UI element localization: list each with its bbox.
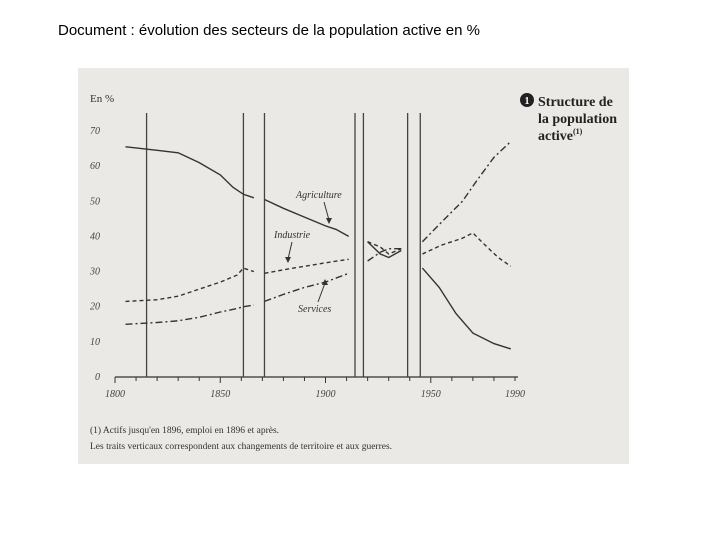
- figure-badge-number: 1: [525, 96, 530, 107]
- heading-line-3-text: active: [538, 129, 573, 144]
- series-line-industrie: [367, 241, 402, 255]
- heading-superscript: (1): [573, 127, 583, 136]
- series-line-agriculture: [125, 146, 255, 199]
- y-ticks: 0 10 20 30 40 50 60 70: [89, 126, 100, 383]
- y-tick-label: 50: [90, 196, 100, 207]
- series-line-services: [264, 272, 349, 303]
- x-tick-label: 1950: [421, 389, 441, 400]
- figure-badge: [520, 93, 534, 107]
- x-tick-label: 1800: [105, 389, 125, 400]
- series-lines: [125, 140, 512, 350]
- arrow-head-services: [322, 279, 328, 285]
- y-tick-label: 20: [90, 302, 100, 313]
- vertical-lines: [145, 113, 421, 377]
- series-line-services: [125, 304, 255, 325]
- series-line-agriculture: [421, 267, 512, 350]
- arrow-industrie: [287, 241, 293, 260]
- y-tick-label: 10: [90, 337, 100, 348]
- series-line-industrie: [125, 267, 255, 303]
- series-line-agriculture: [264, 198, 350, 238]
- heading-line-2: la population: [538, 112, 617, 127]
- x-tick-label: 1850: [210, 389, 230, 400]
- document-title: Document : évolution des secteurs de la …: [58, 22, 480, 39]
- footnote-2: Les traits verticaux correspondent aux c…: [90, 442, 392, 452]
- y-tick-label: 40: [90, 231, 100, 242]
- series-line-industrie: [264, 258, 349, 274]
- annotation-services: Services: [298, 304, 331, 315]
- chart-figure: En % 0 10 20 30 40 50 60 70 1800 1850 1900 1950 199…: [78, 68, 629, 464]
- footnote-1: (1) Actifs jusqu'en 1896, emploi en 1896…: [90, 425, 279, 436]
- x-tick-label: 1900: [316, 389, 336, 400]
- arrow-agriculture: [323, 201, 330, 221]
- y-tick-label: 0: [95, 372, 100, 383]
- y-tick-label: 60: [90, 161, 100, 172]
- annotation-industrie: Industrie: [273, 230, 311, 241]
- x-tick-label: 1990: [505, 389, 525, 400]
- y-axis-label: En %: [90, 93, 114, 105]
- arrow-services: [317, 282, 326, 303]
- annotation-agriculture: Agriculture: [295, 190, 342, 201]
- arrow-head-industrie: [285, 257, 291, 263]
- y-tick-label: 70: [90, 126, 100, 137]
- arrow-head-agriculture: [326, 218, 332, 224]
- population-chart: En % 0 10 20 30 40 50 60 70 1800 1850 1900 1950 199…: [89, 93, 617, 452]
- series-line-services: [421, 140, 512, 243]
- series-line-agriculture: [367, 241, 402, 259]
- series-line-industrie: [422, 232, 512, 267]
- heading-line-3: active(1): [538, 127, 583, 144]
- heading-line-1: Structure de: [538, 95, 613, 110]
- series-line-services: [367, 248, 402, 262]
- y-tick-label: 30: [89, 267, 100, 278]
- x-ticks: 1800 1850 1900 1950 1990: [105, 377, 525, 400]
